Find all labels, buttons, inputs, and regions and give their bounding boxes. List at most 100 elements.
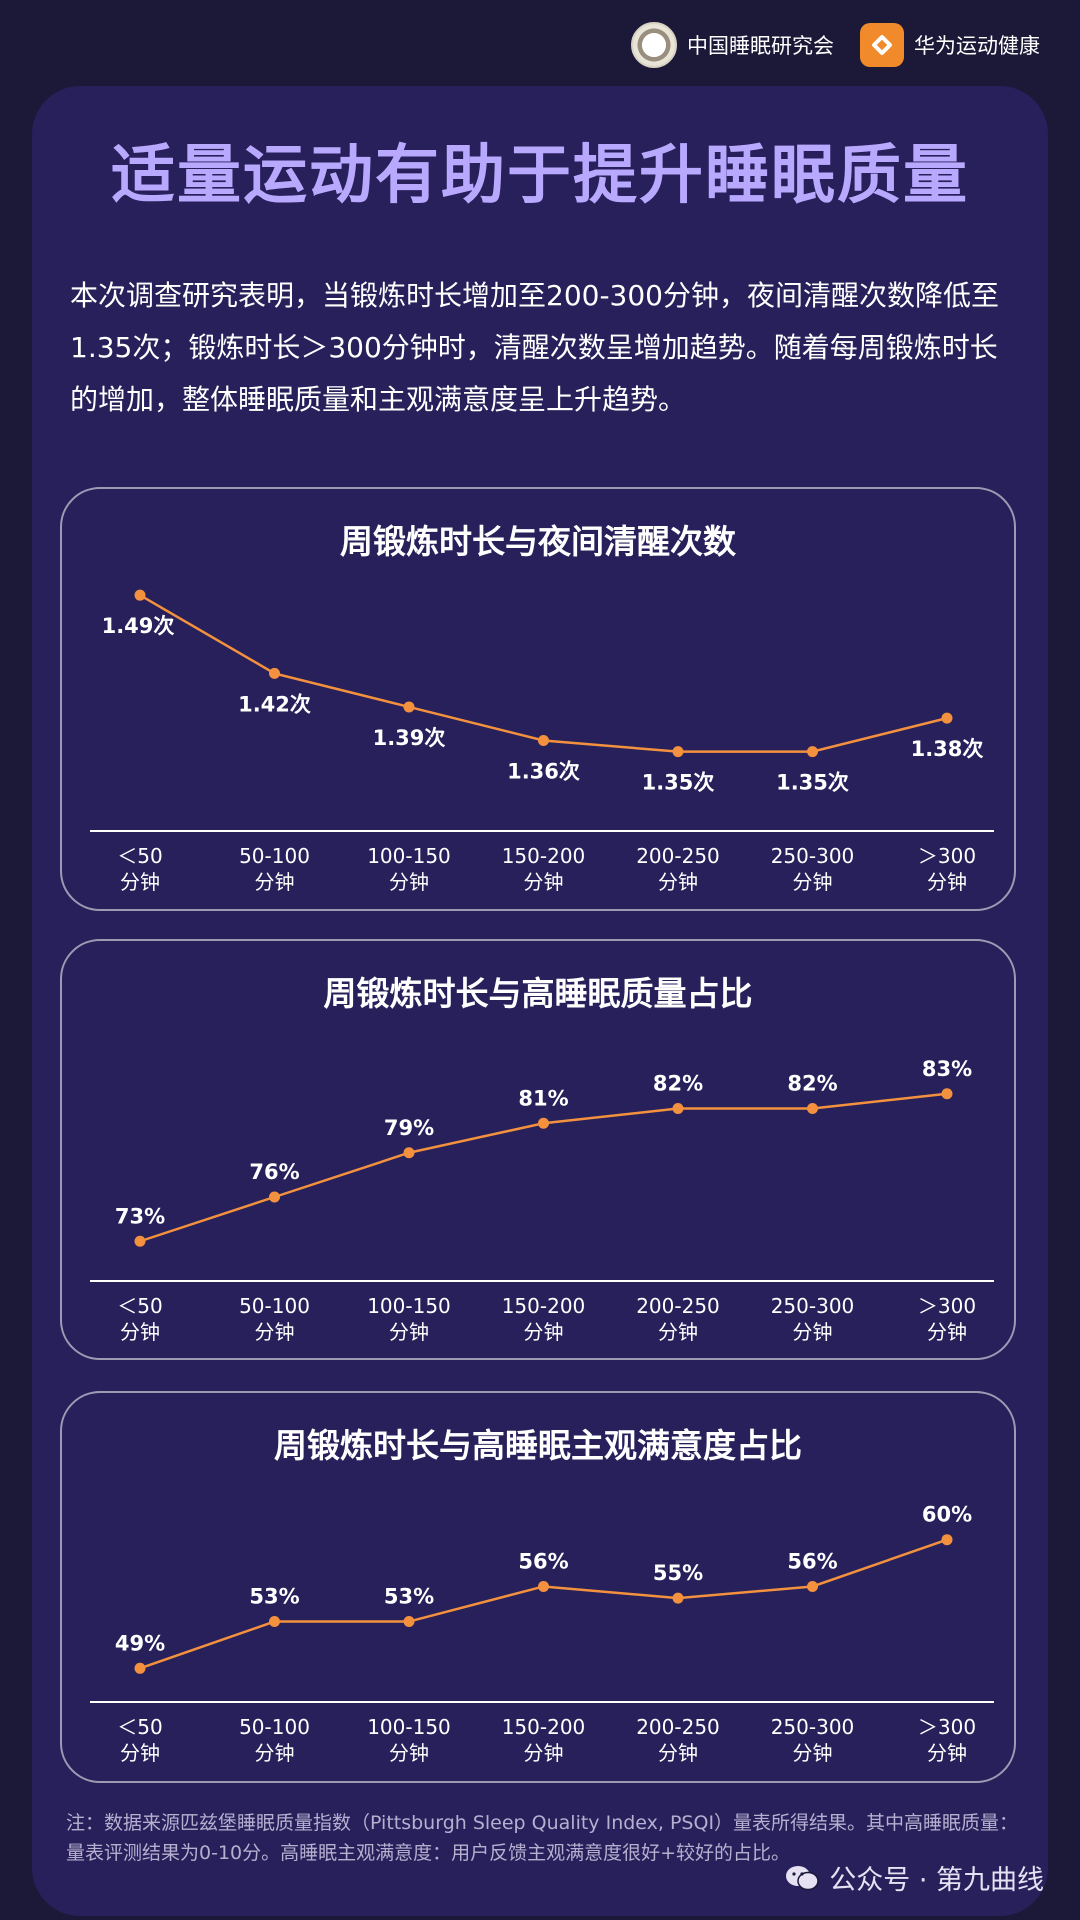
data-label: 1.49次 — [102, 614, 175, 638]
x-tick-label: ＜50 — [117, 844, 162, 868]
x-tick-label: 分钟 — [793, 870, 833, 894]
data-point — [941, 1534, 953, 1546]
x-tick-label: 100-150 — [367, 1294, 451, 1318]
x-tick-label: 分钟 — [793, 1741, 833, 1765]
chart-title: 周锻炼时长与高睡眠质量占比 — [323, 974, 753, 1013]
watermark-text: 公众号 · 第九曲线 — [829, 1865, 1044, 1896]
x-tick-label: 分钟 — [120, 1320, 160, 1344]
data-point — [134, 1662, 146, 1674]
x-tick-label: 分钟 — [658, 1741, 698, 1765]
logo-huawei-health: 华为运动健康 — [860, 23, 1040, 67]
chart-card-sleep-quality: 周锻炼时长与高睡眠质量占比 73% 76% 79% 81% 82% 82% 83% ＜50 分钟… — [60, 939, 1016, 1360]
x-tick-label: 分钟 — [255, 870, 295, 894]
logo1-label: 中国睡眠研究会 — [687, 34, 834, 58]
data-label: 83% — [922, 1057, 972, 1081]
watermark: 公众号 · 第九曲线 — [785, 1858, 1044, 1897]
data-point — [672, 1103, 684, 1114]
data-point — [672, 746, 684, 758]
data-point — [807, 1103, 818, 1114]
data-label: 79% — [384, 1116, 434, 1140]
data-label: 1.35次 — [642, 771, 715, 795]
x-tick-label: 分钟 — [524, 870, 564, 894]
data-label: 82% — [653, 1072, 703, 1096]
x-tick-label: 200-250 — [636, 1715, 720, 1739]
data-label: 56% — [787, 1549, 837, 1573]
society-seal-icon — [631, 22, 677, 68]
data-point — [538, 1117, 549, 1129]
x-tick-label: 100-150 — [367, 844, 451, 868]
x-tick-label: 150-200 — [502, 844, 586, 868]
x-tick-label: ＞300 — [918, 844, 976, 868]
x-tick-label: 分钟 — [255, 1320, 295, 1344]
logo-sleep-research-society: 中国睡眠研究会 — [631, 22, 834, 68]
x-tick-label: ＞300 — [918, 1294, 976, 1318]
data-label: 53% — [249, 1585, 299, 1609]
x-tick-label: ＜50 — [117, 1294, 162, 1318]
footnote: 注：数据来源匹兹堡睡眠质量指数（Pittsburgh Sleep Quality… — [66, 1812, 1019, 1864]
x-tick-label: 分钟 — [120, 870, 160, 894]
x-tick-label: 分钟 — [389, 1741, 429, 1765]
chart-card-satisfaction: 周锻炼时长与高睡眠主观满意度占比 49% 53% 53% 56% 55% 56% 60% ＜5… — [60, 1391, 1016, 1783]
chart-card-awakenings: 周锻炼时长与夜间清醒次数 1.49次 1.42次 1.39次 1.36次 1.35次 1.… — [60, 487, 1016, 911]
x-tick-label: 250-300 — [771, 1294, 855, 1318]
chart-satisfaction: 49%53% 53%56% 55% 56%60%＜50分钟50-100分钟100-15… — [90, 1503, 994, 1765]
series-line — [139, 594, 948, 753]
data-point — [269, 1616, 280, 1628]
data-point — [269, 667, 280, 679]
data-label: 73% — [115, 1204, 165, 1228]
data-label: 53% — [384, 1585, 434, 1609]
data-point — [672, 1592, 684, 1604]
chart-sleep-quality: 73%76%79%81%82% 82%83%＜50分钟50-100分钟100-15… — [90, 1057, 994, 1344]
huawei-health-icon — [860, 23, 904, 67]
data-point — [403, 1616, 415, 1628]
logo2-label: 华为运动健康 — [914, 34, 1040, 58]
data-label: 1.42次 — [238, 692, 311, 716]
x-tick-label: 50-100 — [239, 1294, 310, 1318]
x-tick-label: 150-200 — [502, 1294, 586, 1318]
x-tick-label: 分钟 — [927, 1320, 967, 1344]
intro-paragraph: 本次调查研究表明，当锻炼时长增加至200-300分钟，夜间清醒次数降低至1.35… — [70, 279, 999, 416]
x-tick-label: 100-150 — [367, 1715, 451, 1739]
data-label: 76% — [249, 1160, 299, 1184]
data-label: 82% — [787, 1072, 837, 1096]
x-tick-label: 分钟 — [389, 1320, 429, 1344]
x-tick-label: 250-300 — [771, 844, 855, 868]
data-label: 1.36次 — [507, 759, 580, 783]
data-label: 60% — [922, 1503, 972, 1527]
data-point — [807, 1580, 818, 1592]
data-point — [134, 1235, 146, 1247]
x-tick-label: 分钟 — [927, 870, 967, 894]
x-tick-label: 分钟 — [120, 1741, 160, 1765]
x-tick-label: 50-100 — [239, 844, 310, 868]
x-tick-label: 分钟 — [658, 1320, 698, 1344]
data-label: 1.35次 — [776, 771, 849, 795]
page-title: 适量运动有助于提升睡眠质量 — [111, 139, 969, 213]
wechat-icon — [786, 1865, 819, 1890]
data-label: 49% — [115, 1631, 165, 1655]
header-logos: 中国睡眠研究会 华为运动健康 — [631, 22, 1040, 68]
x-tick-label: ＞300 — [918, 1715, 976, 1739]
data-point — [807, 746, 818, 758]
x-tick-label: 分钟 — [255, 1741, 295, 1765]
data-point — [269, 1191, 280, 1203]
x-tick-label: 50-100 — [239, 1715, 310, 1739]
x-tick-label: ＜50 — [117, 1715, 162, 1739]
data-label: 56% — [518, 1549, 568, 1573]
data-label: 55% — [653, 1561, 703, 1585]
chart-title: 周锻炼时长与高睡眠主观满意度占比 — [274, 1426, 802, 1465]
data-point — [941, 1088, 953, 1100]
data-point — [403, 701, 415, 713]
data-label: 1.39次 — [373, 726, 446, 750]
x-tick-label: 250-300 — [771, 1715, 855, 1739]
data-point — [134, 589, 146, 601]
x-tick-label: 分钟 — [658, 870, 698, 894]
x-tick-label: 分钟 — [793, 1320, 833, 1344]
x-tick-label: 150-200 — [502, 1715, 586, 1739]
x-tick-label: 分钟 — [524, 1320, 564, 1344]
x-tick-label: 分钟 — [389, 870, 429, 894]
data-label: 81% — [518, 1086, 568, 1110]
chart-title: 周锻炼时长与夜间清醒次数 — [340, 522, 736, 561]
x-tick-label: 分钟 — [927, 1741, 967, 1765]
data-point — [403, 1147, 415, 1159]
